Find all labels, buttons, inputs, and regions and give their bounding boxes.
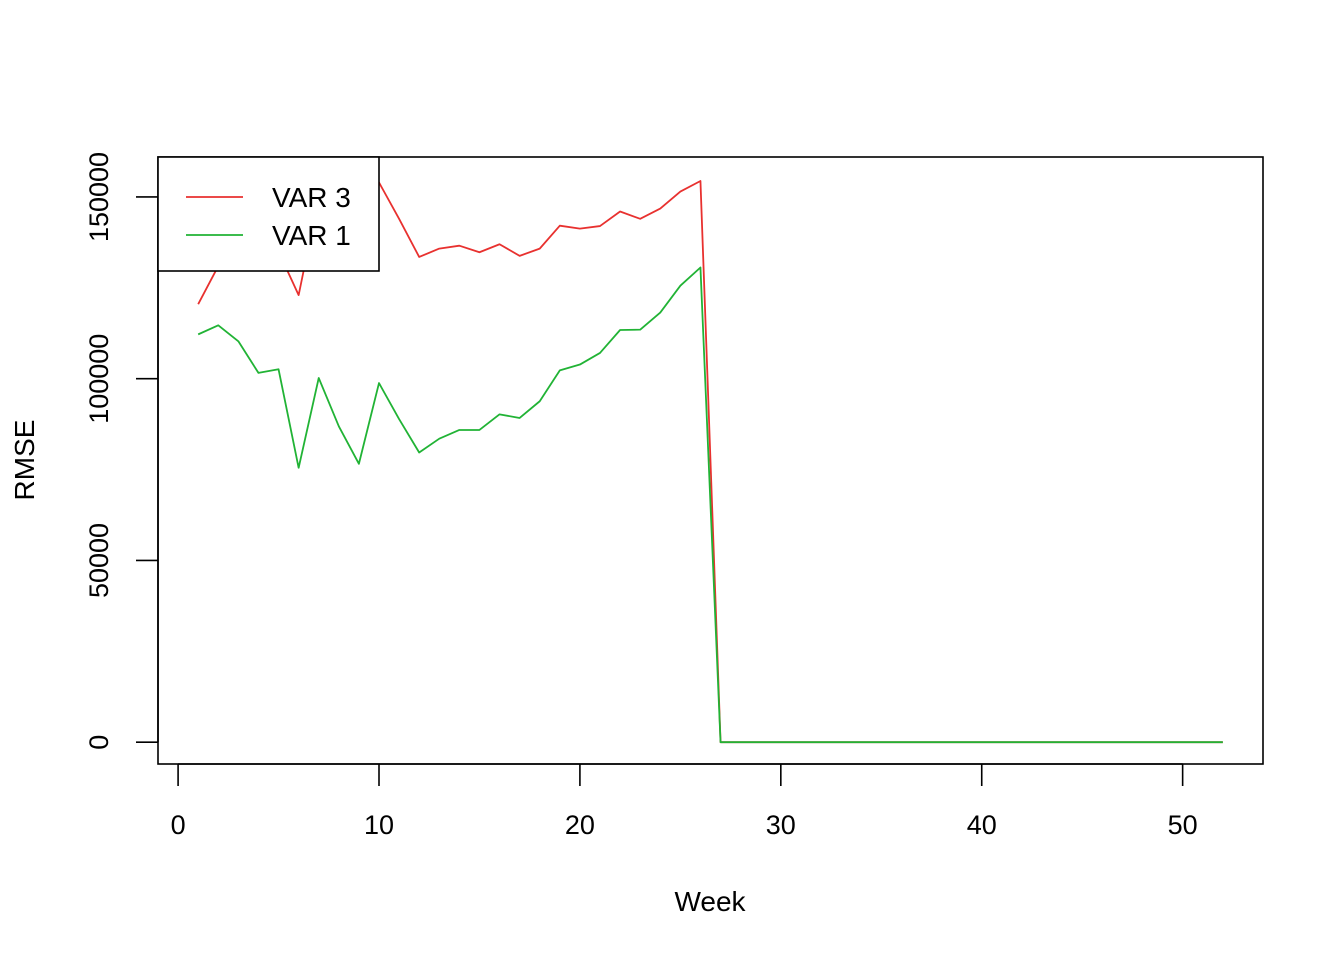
x-axis: 0 10 20 30 40 50 [171,763,1198,840]
legend-box [157,156,380,272]
x-tick-label: 10 [364,810,394,840]
legend-label-var3: VAR 3 [272,182,351,213]
legend: VAR 3 VAR 1 [157,156,380,272]
x-tick-label: 20 [565,810,595,840]
legend-label-var1: VAR 1 [272,220,351,251]
y-tick-label: 150000 [84,152,114,242]
y-tick-label: 100000 [84,334,114,424]
x-tick-label: 0 [171,810,186,840]
x-axis-title: Week [674,886,746,917]
y-axis-title: RMSE [9,420,40,501]
y-axis: 0 50000 100000 150000 [84,152,159,750]
x-tick-label: 40 [967,810,997,840]
y-tick-label: 0 [84,735,114,750]
y-tick-label: 50000 [84,523,114,598]
series-line-var1 [197,266,1223,744]
x-tick-label: 50 [1168,810,1198,840]
x-tick-label: 30 [766,810,796,840]
